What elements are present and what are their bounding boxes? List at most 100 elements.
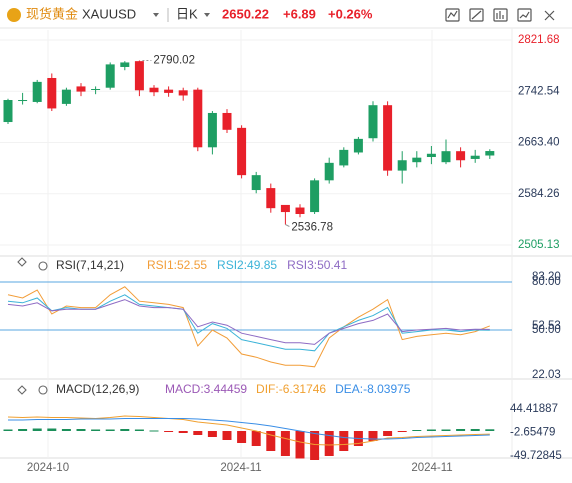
macd-bar [91, 429, 101, 431]
macd-bar [18, 429, 28, 431]
legend-entry: RSI3:50.41 [287, 258, 347, 272]
legend-entry: RSI2:49.85 [217, 258, 277, 272]
candle-body [397, 160, 407, 171]
candle-body [383, 105, 393, 171]
close-button[interactable] [544, 10, 555, 21]
macd-bar [3, 429, 13, 431]
y-tick-label: 2584.26 [518, 188, 560, 200]
macd-bar [280, 431, 290, 456]
indicator-button[interactable] [445, 8, 460, 22]
macd-title: MACD(12,26,9) [56, 382, 139, 396]
macd-bar [295, 431, 305, 459]
candle-body [164, 89, 174, 93]
y-tick-label: 2742.54 [518, 85, 560, 97]
candle-body [441, 151, 451, 163]
settings-button[interactable] [38, 385, 48, 395]
macd-bar [397, 431, 407, 432]
y-tick-label: -49.72845 [510, 450, 562, 462]
hide-button[interactable] [17, 385, 27, 395]
macd-bar [149, 430, 159, 432]
macd-bar [368, 431, 378, 441]
candle-body [61, 89, 71, 104]
candle-body [251, 175, 261, 191]
candle-body [310, 180, 320, 213]
candle-body [193, 89, 203, 148]
candle-body [222, 112, 232, 130]
change: +6.89 [283, 6, 316, 21]
y-tick-label: 50.00 [532, 324, 561, 336]
candle-body [266, 188, 276, 209]
settings-button[interactable] [517, 8, 532, 22]
legend-entry: DEA:-8.03975 [335, 382, 411, 396]
y-tick-label: 2505.13 [518, 239, 560, 251]
annotation-leader [285, 224, 290, 227]
legend-entry: RSI1:52.55 [147, 258, 207, 272]
change-percent: +0.26% [328, 6, 373, 21]
macd-bar [456, 429, 466, 431]
candle-body [412, 157, 422, 163]
macd-bar [310, 431, 320, 460]
macd-bar [251, 431, 261, 446]
macd-bar [207, 431, 217, 437]
macd-bar [120, 429, 130, 431]
period[interactable]: 日K [176, 6, 198, 21]
y-tick-label: 22.03 [532, 369, 561, 381]
macd-bar [485, 429, 495, 431]
settings-button[interactable] [38, 261, 48, 271]
macd-line [7, 415, 490, 446]
macd-bar [47, 428, 57, 431]
legend-entry: MACD:3.44459 [165, 382, 247, 396]
dropdown-arrow[interactable] [204, 13, 210, 17]
macd-bar [193, 431, 203, 435]
gold-icon [7, 8, 21, 22]
candle-body [134, 61, 144, 91]
candle-body [368, 105, 378, 139]
candle-body [120, 62, 130, 67]
y-tick-label: 80.00 [532, 276, 561, 288]
x-tick-label: 2024-11 [220, 462, 261, 474]
candle-body [105, 64, 115, 88]
candle-body [324, 162, 334, 181]
hide-button[interactable] [17, 257, 27, 267]
macd-bar [237, 431, 247, 443]
macd-bar [383, 431, 393, 436]
y-tick-label: -2.65479 [510, 426, 555, 438]
macd-bar [266, 431, 276, 451]
y-tick-label: 2821.68 [518, 34, 560, 46]
candle-body [295, 207, 305, 215]
candle-body [91, 89, 101, 91]
x-tick-label: 2024-10 [27, 462, 69, 474]
macd-bar [61, 429, 71, 431]
y-tick-label: 52.53 [532, 320, 561, 332]
macd-bar [76, 429, 86, 431]
candle-body [353, 138, 363, 153]
y-tick-label: 2663.40 [518, 137, 560, 149]
macd-bar [32, 428, 42, 431]
rsi-line [7, 299, 490, 345]
candle-body [32, 81, 42, 102]
candle-body [3, 100, 13, 123]
macd-bar [134, 429, 144, 431]
candle-body [280, 204, 290, 213]
draw-button[interactable] [469, 8, 484, 22]
y-tick-label: 83.20 [532, 271, 561, 283]
candle-body [207, 112, 217, 148]
rsi-title: RSI(7,14,21) [56, 258, 124, 272]
candle-body [178, 90, 188, 96]
x-tick-label: 2024-11 [411, 462, 452, 474]
compare-button[interactable] [493, 8, 508, 22]
high-annotation: 2790.02 [153, 55, 195, 67]
macd-bar [222, 431, 232, 440]
macd-bar [105, 429, 115, 431]
candle-body [485, 151, 495, 156]
candle-body [47, 77, 57, 109]
instrument-name[interactable]: 现货黄金 [26, 6, 78, 21]
dropdown-arrow[interactable] [153, 13, 159, 17]
candle-body [339, 149, 349, 166]
macd-bar [426, 429, 436, 431]
price: 2650.22 [222, 6, 269, 21]
symbol[interactable]: XAUUSD [82, 6, 136, 21]
legend-entry: DIF:-6.31746 [256, 382, 326, 396]
